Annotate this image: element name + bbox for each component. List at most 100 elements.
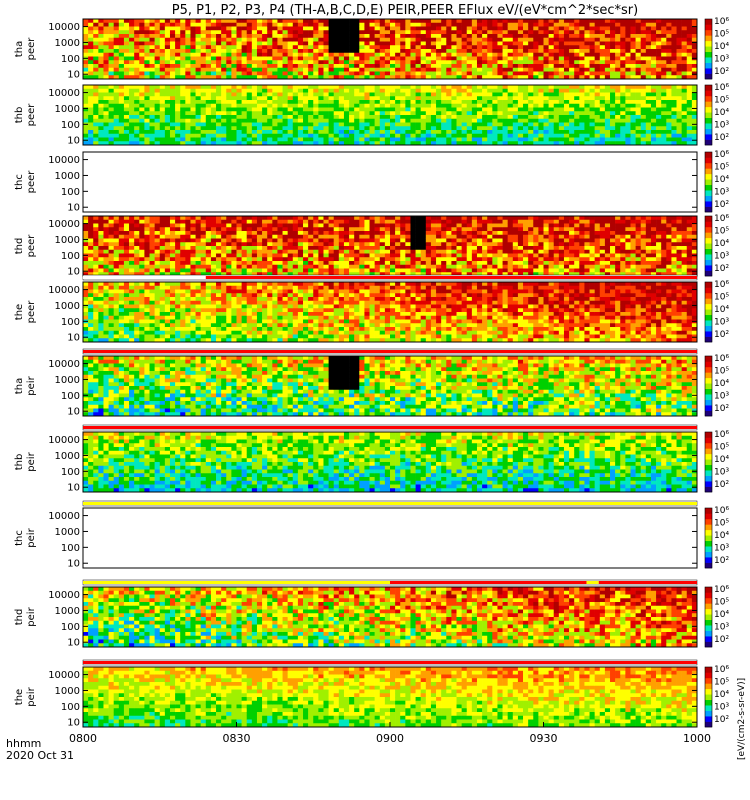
heatmap-cell	[190, 92, 196, 97]
heatmap-cell	[466, 130, 473, 135]
heatmap-cell	[625, 60, 631, 65]
heatmap-cell	[292, 137, 299, 142]
heatmap-cell	[134, 22, 140, 27]
heatmap-cell	[287, 64, 294, 69]
heatmap-cell	[200, 75, 207, 80]
heatmap-cell	[190, 88, 196, 93]
heatmap-cell	[661, 88, 667, 93]
heatmap-cell	[528, 100, 534, 105]
heatmap-cell	[159, 216, 166, 221]
heatmap-cell	[553, 71, 560, 76]
heatmap-cell	[185, 227, 191, 232]
heatmap-cell	[615, 130, 621, 135]
heatmap-cell	[543, 56, 549, 61]
heatmap-cell	[538, 85, 544, 90]
heatmap-cell	[308, 103, 314, 108]
heatmap-cell	[451, 41, 457, 46]
heatmap-cell	[210, 60, 217, 65]
heatmap-cell	[691, 92, 698, 97]
heatmap-cell	[134, 253, 140, 258]
heatmap-cell	[441, 122, 447, 127]
heatmap-cell	[231, 19, 237, 24]
heatmap-cell	[129, 67, 135, 72]
heatmap-cell	[405, 141, 411, 146]
heatmap-cell	[384, 115, 391, 120]
heatmap-cell	[154, 103, 161, 108]
heatmap-cell	[262, 107, 268, 112]
heatmap-cell	[185, 253, 191, 258]
heatmap-cell	[267, 49, 273, 54]
heatmap-cell	[292, 133, 299, 138]
heatmap-cell	[686, 85, 693, 90]
heatmap-cell	[169, 67, 176, 72]
heatmap-cell	[349, 56, 355, 61]
heatmap-cell	[103, 246, 109, 251]
heatmap-cell	[379, 49, 386, 54]
heatmap-cell	[185, 75, 191, 80]
heatmap-cell	[574, 85, 580, 90]
heatmap-cell	[205, 141, 212, 146]
heatmap-cell	[323, 103, 329, 108]
heatmap-cell	[354, 118, 360, 123]
heatmap-cell	[195, 216, 201, 221]
heatmap-cell	[328, 41, 335, 46]
heatmap-cell	[610, 52, 616, 57]
heatmap-cell	[436, 88, 442, 93]
heatmap-cell	[420, 115, 427, 120]
heatmap-cell	[139, 242, 145, 247]
heatmap-cell	[343, 103, 350, 108]
heatmap-cell	[502, 56, 508, 61]
heatmap-cell	[563, 64, 570, 69]
heatmap-cell	[251, 60, 258, 65]
heatmap-cell	[256, 141, 263, 146]
heatmap-cell	[395, 19, 401, 24]
heatmap-cell	[246, 223, 253, 228]
heatmap-cell	[425, 60, 432, 65]
heatmap-cell	[512, 122, 519, 127]
heatmap-cell	[129, 60, 135, 65]
heatmap-cell	[221, 75, 227, 80]
heatmap-cell	[579, 45, 585, 50]
heatmap-cell	[523, 137, 529, 142]
heatmap-cell	[129, 75, 135, 80]
heatmap-cell	[528, 115, 534, 120]
heatmap-cell	[108, 60, 114, 65]
heatmap-cell	[323, 111, 329, 116]
heatmap-cell	[359, 41, 365, 46]
heatmap-cell	[277, 41, 283, 46]
heatmap-cell	[487, 118, 493, 123]
heatmap-cell	[599, 56, 606, 61]
heatmap-cell	[83, 71, 89, 76]
heatmap-cell	[205, 41, 212, 46]
heatmap-cell	[599, 45, 606, 50]
heatmap-cell	[584, 45, 590, 50]
heatmap-cell	[108, 246, 114, 251]
heatmap-cell	[210, 238, 217, 243]
heatmap-cell	[175, 238, 181, 243]
heatmap-cell	[144, 234, 150, 239]
heatmap-cell	[686, 56, 693, 61]
heatmap-cell	[538, 22, 544, 27]
heatmap-cell	[666, 141, 672, 146]
heatmap-cell	[533, 118, 539, 123]
heatmap-cell	[185, 130, 191, 135]
heatmap-cell	[256, 238, 263, 243]
heatmap-cell	[262, 264, 268, 269]
heatmap-cell	[328, 137, 335, 142]
heatmap-cell	[359, 216, 365, 221]
heatmap-cell	[528, 103, 534, 108]
heatmap-cell	[528, 71, 534, 76]
heatmap-cell	[579, 137, 585, 142]
heatmap-cell	[221, 45, 227, 50]
heatmap-cell	[88, 227, 94, 232]
heatmap-cell	[200, 216, 207, 221]
heatmap-cell	[563, 88, 570, 93]
heatmap-cell	[574, 137, 580, 142]
heatmap-cell	[134, 26, 140, 31]
heatmap-cell	[175, 22, 181, 27]
heatmap-cell	[390, 56, 396, 61]
heatmap-cell	[123, 231, 130, 236]
heatmap-cell	[103, 60, 109, 65]
heatmap-cell	[139, 118, 145, 123]
heatmap-cell	[502, 60, 508, 65]
